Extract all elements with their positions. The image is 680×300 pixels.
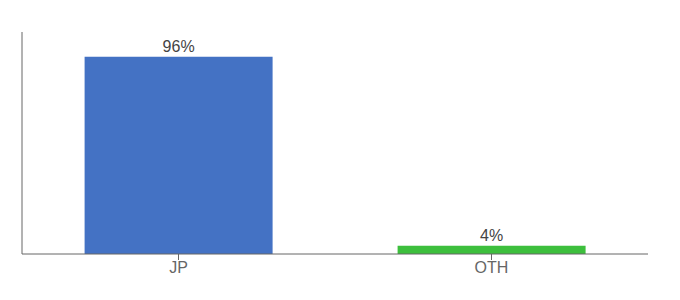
svg-text:OTH: OTH	[475, 259, 509, 276]
svg-text:96%: 96%	[163, 38, 195, 55]
svg-text:4%: 4%	[480, 227, 503, 244]
svg-text:JP: JP	[169, 259, 188, 276]
